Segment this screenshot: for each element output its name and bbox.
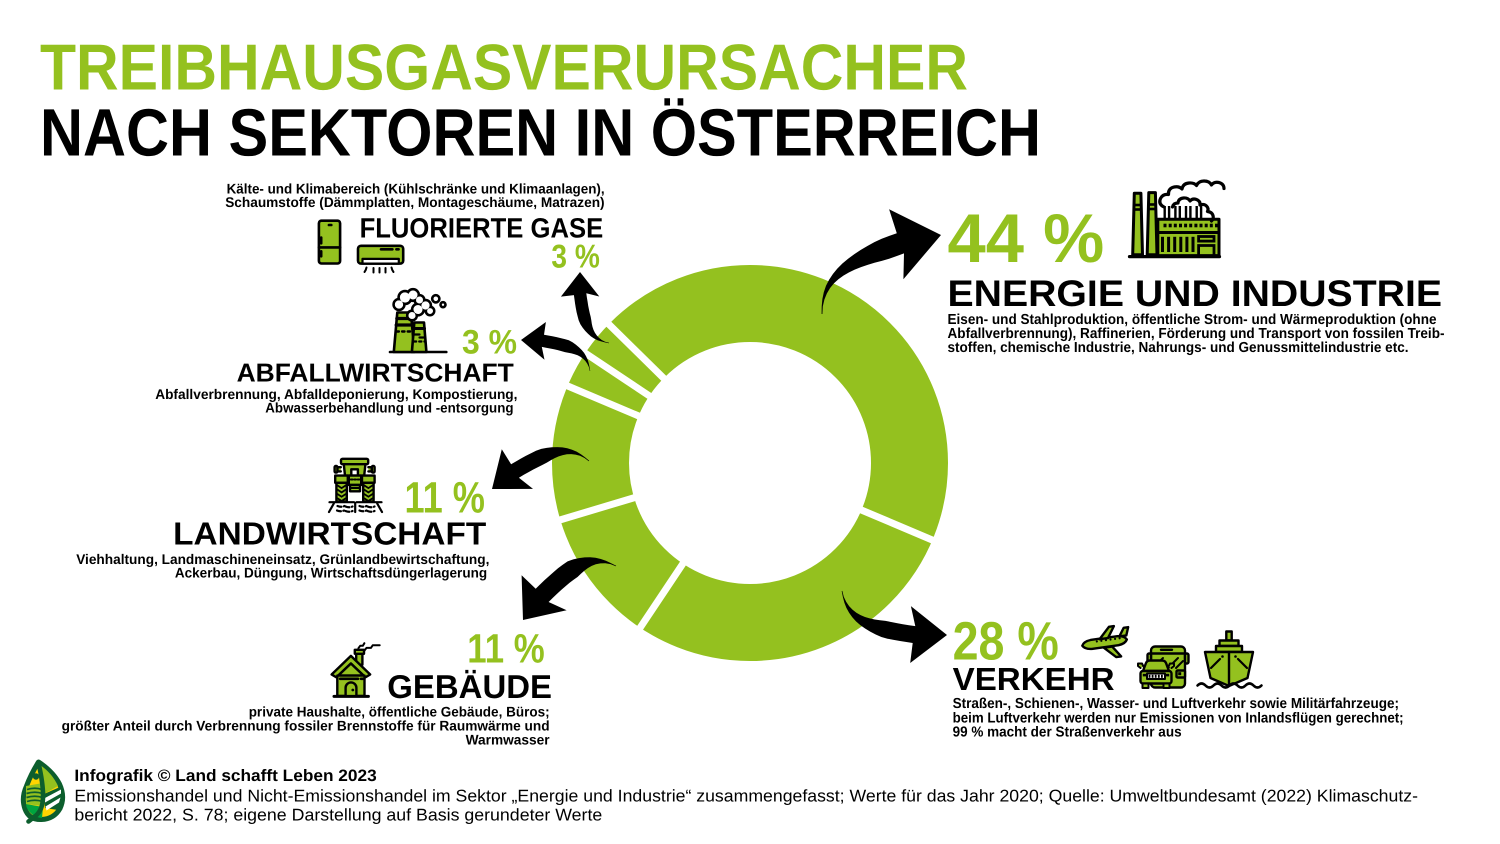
svg-text:28 %: 28 % xyxy=(953,611,1059,671)
svg-text:NACH SEKTOREN IN ÖSTERREICH: NACH SEKTOREN IN ÖSTERREICH xyxy=(40,96,1041,171)
svg-text:Abwasserbehandlung und -entsor: Abwasserbehandlung und -entsorgung xyxy=(265,399,513,415)
svg-text:Viehhaltung, Landmaschineneins: Viehhaltung, Landmaschineneinsatz, Grünl… xyxy=(76,551,489,567)
svg-text:11 %: 11 % xyxy=(467,626,544,672)
svg-text:3 %: 3 % xyxy=(551,238,599,275)
svg-text:beim Luftverkehr werden nur Em: beim Luftverkehr werden nur Emissionen v… xyxy=(953,710,1404,726)
svg-text:Straßen-, Schienen-, Wasser- u: Straßen-, Schienen-, Wasser- und Luftver… xyxy=(953,696,1399,712)
svg-text:99 % macht der Straßenverkehr: 99 % macht der Straßenverkehr aus xyxy=(953,725,1182,741)
svg-text:VERKEHR: VERKEHR xyxy=(953,661,1115,697)
svg-text:Eisen- und Stahlproduktion, öf: Eisen- und Stahlproduktion, öffentliche … xyxy=(948,312,1437,328)
svg-text:ENERGIE UND INDUSTRIE: ENERGIE UND INDUSTRIE xyxy=(948,273,1443,314)
svg-text:GEBÄUDE: GEBÄUDE xyxy=(387,668,552,705)
svg-text:3 %: 3 % xyxy=(462,323,517,361)
svg-text:Abfallverbrennung, Abfalldepon: Abfallverbrennung, Abfalldeponierung, Ko… xyxy=(155,386,517,402)
svg-text:TREIBHAUSGASVERURSACHER: TREIBHAUSGASVERURSACHER xyxy=(40,31,968,104)
svg-text:LANDWIRTSCHAFT: LANDWIRTSCHAFT xyxy=(173,516,486,552)
svg-text:Kälte- und Klimabereich (Kühls: Kälte- und Klimabereich (Kühlschränke un… xyxy=(227,180,605,196)
svg-text:11 %: 11 % xyxy=(405,474,486,523)
svg-text:größter Anteil durch Verbrennu: größter Anteil durch Verbrennung fossile… xyxy=(62,718,550,734)
svg-text:Emissionshandel und Nicht-Emis: Emissionshandel und Nicht-Emissionshande… xyxy=(74,786,1418,805)
svg-text:ABFALLWIRTSCHAFT: ABFALLWIRTSCHAFT xyxy=(237,357,514,387)
svg-text:Ackerbau, Düngung, Wirtschafts: Ackerbau, Düngung, Wirtschaftsdüngerlage… xyxy=(175,565,487,581)
svg-text:Warmwasser: Warmwasser xyxy=(466,732,551,748)
svg-text:stoffen, chemische Industrie,: stoffen, chemische Industrie, Nahrungs- … xyxy=(948,340,1409,356)
svg-text:private Haushalte, öffentliche: private Haushalte, öffentliche Gebäude, … xyxy=(249,704,550,720)
svg-text:Infografik © Land schafft Lebe: Infografik © Land schafft Leben 2023 xyxy=(74,767,376,785)
svg-text:Schaumstoffe (Dämmplatten, Mon: Schaumstoffe (Dämmplatten, Montageschäum… xyxy=(225,194,604,210)
svg-text:FLUORIERTE GASE: FLUORIERTE GASE xyxy=(360,212,604,243)
svg-text:44 %: 44 % xyxy=(948,200,1105,277)
svg-text:bericht 2022, S. 78; eigene Da: bericht 2022, S. 78; eigene Darstellung … xyxy=(74,806,602,825)
svg-text:Abfallverbrennung), Raffinerie: Abfallverbrennung), Raffinerien, Förderu… xyxy=(948,326,1445,342)
